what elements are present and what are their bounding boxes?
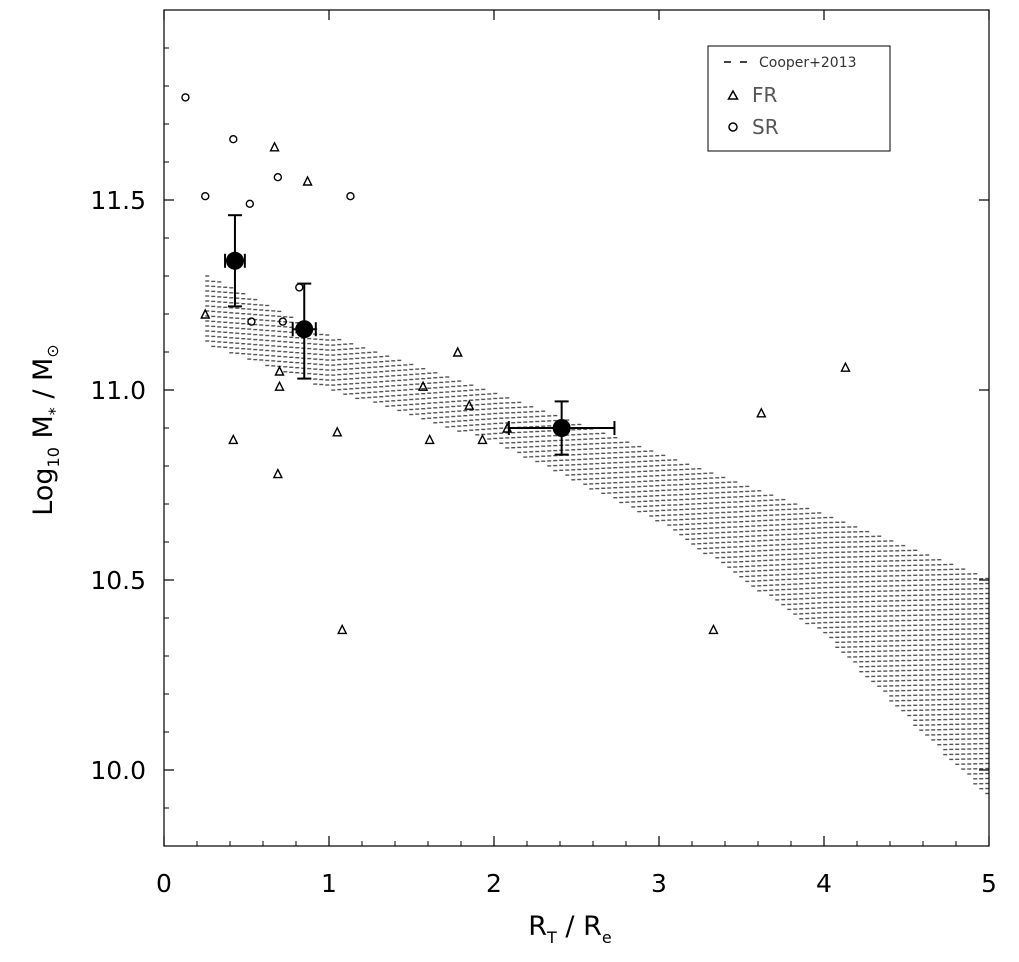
- legend-sr-label: SR: [752, 115, 779, 139]
- fr-point: [477, 433, 488, 445]
- fr-point: [708, 623, 719, 635]
- sr-point: [181, 93, 190, 102]
- x-tick-label: 0: [156, 869, 172, 898]
- sr-point: [245, 199, 255, 209]
- binned-mean-point: [225, 251, 244, 270]
- y-tick-label: 10.0: [90, 756, 146, 785]
- legend-fr-label: FR: [752, 83, 778, 107]
- x-tick-label: 2: [486, 869, 502, 898]
- sr-point: [229, 134, 238, 144]
- fr-point: [274, 365, 285, 376]
- axis-ticks: 0 1 2 3 4 5 10.0 10.5 11.0 11.5: [90, 10, 997, 898]
- sr-point: [346, 191, 355, 201]
- y-tick-label: 11.5: [90, 186, 146, 215]
- fr-point: [464, 399, 475, 410]
- fr-point: [272, 468, 283, 479]
- binned-mean-point: [552, 419, 571, 437]
- fr-point: [756, 407, 767, 418]
- sr-point: [273, 172, 283, 182]
- x-tick-label: 1: [321, 869, 337, 898]
- sr-point: [201, 191, 210, 201]
- binned-mean-point: [295, 320, 314, 339]
- data-marks: [181, 93, 851, 635]
- cooper-band: [205, 275, 990, 795]
- fr-point: [452, 346, 463, 357]
- fr-point: [337, 623, 348, 635]
- fr-point: [200, 308, 211, 319]
- sr-point: [295, 283, 304, 292]
- y-tick-label: 11.0: [90, 376, 146, 405]
- fr-point: [228, 433, 239, 445]
- legend: Cooper+2013 FR SR: [707, 45, 891, 152]
- fr-point: [274, 380, 285, 391]
- fr-point: [269, 141, 280, 152]
- fr-point: [302, 175, 313, 186]
- fr-point: [417, 380, 429, 391]
- legend-fr-marker: [727, 89, 739, 100]
- sr-point: [278, 317, 287, 326]
- y-tick-label: 10.5: [90, 566, 146, 595]
- legend-box: [707, 45, 891, 152]
- sr-point: [247, 317, 256, 326]
- x-tick-label: 5: [981, 869, 997, 898]
- fr-point: [332, 426, 343, 437]
- legend-band-label: Cooper+2013: [759, 55, 857, 71]
- x-tick-label: 4: [816, 869, 832, 898]
- x-tick-label: 3: [651, 869, 667, 898]
- fr-point: [424, 433, 435, 445]
- y-axis-label: Log10 M* / M⊙: [28, 344, 64, 515]
- x-axis-label: RT / Re: [528, 911, 611, 947]
- fr-point: [840, 361, 851, 372]
- legend-sr-marker: [728, 122, 738, 132]
